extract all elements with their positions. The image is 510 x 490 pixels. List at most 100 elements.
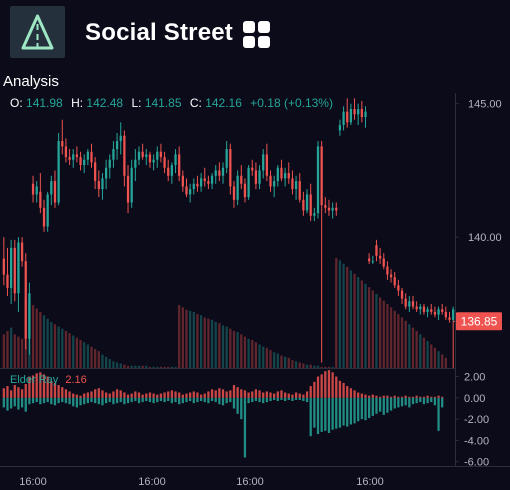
bull-power-bar bbox=[426, 395, 429, 398]
bear-power-bar bbox=[86, 397, 89, 404]
last-price-label: 136.85 bbox=[461, 314, 498, 328]
bear-power-bar bbox=[20, 397, 24, 408]
volume-bar bbox=[214, 321, 217, 368]
candle bbox=[203, 167, 206, 187]
bear-power-bar bbox=[196, 397, 199, 403]
candle bbox=[441, 303, 444, 315]
candle bbox=[57, 133, 60, 206]
grid-icon[interactable] bbox=[243, 21, 271, 49]
candle bbox=[346, 98, 349, 128]
volume-bar bbox=[126, 365, 130, 368]
candle bbox=[83, 154, 86, 174]
volume-bar bbox=[141, 365, 144, 368]
volume-bar bbox=[229, 328, 232, 368]
bull-power-bar bbox=[236, 387, 239, 398]
bull-power-bar bbox=[232, 385, 236, 398]
candle bbox=[258, 165, 261, 190]
volume-bar bbox=[415, 330, 418, 368]
candle bbox=[338, 119, 342, 136]
bear-power-bar bbox=[441, 397, 444, 408]
bull-power-bar bbox=[364, 394, 367, 398]
candle bbox=[13, 239, 16, 302]
low-label: L: bbox=[131, 96, 142, 110]
candle bbox=[444, 306, 447, 320]
bear-power-bar bbox=[199, 397, 203, 402]
volume-bar bbox=[316, 365, 320, 368]
chart-axes bbox=[0, 93, 510, 467]
candle bbox=[134, 149, 137, 182]
bull-power-bar bbox=[35, 373, 38, 398]
bull-power-bar bbox=[50, 380, 53, 398]
volume-bar bbox=[156, 366, 159, 368]
candle bbox=[50, 175, 53, 206]
candle bbox=[192, 178, 195, 195]
bull-power-bar bbox=[163, 392, 166, 398]
bull-power-bar bbox=[225, 391, 228, 398]
bear-power-bar bbox=[126, 397, 130, 404]
bull-power-bar bbox=[28, 376, 31, 398]
logo[interactable] bbox=[10, 6, 65, 58]
bear-power-bar bbox=[247, 397, 250, 404]
axis-labels: 145.00 140.00 2.00 0.00 -2.00 -4.00 -6.00 16:00… bbox=[19, 99, 502, 488]
bear-power-bar bbox=[137, 397, 141, 404]
volume-bar bbox=[419, 334, 422, 368]
volume-bar bbox=[338, 260, 342, 368]
bull-power-bar bbox=[415, 395, 418, 398]
bear-power-bar bbox=[189, 397, 192, 402]
bear-power-bar bbox=[305, 397, 309, 403]
bull-power-bar bbox=[199, 394, 203, 398]
candle bbox=[20, 237, 24, 267]
bear-power-bar bbox=[382, 397, 385, 415]
bull-power-bar bbox=[75, 394, 79, 398]
volume-bar bbox=[50, 321, 53, 368]
candle bbox=[137, 146, 141, 166]
volume-bar bbox=[397, 314, 400, 368]
candle bbox=[210, 173, 214, 190]
close-label: C: bbox=[189, 96, 202, 110]
bear-power-bar bbox=[130, 397, 133, 403]
bear-power-bar bbox=[251, 397, 254, 403]
volume-bar bbox=[346, 266, 349, 368]
volume-bar bbox=[83, 342, 86, 368]
bull-power-bar bbox=[68, 391, 71, 398]
bear-power-bar bbox=[254, 397, 258, 402]
candle bbox=[287, 162, 290, 184]
bull-power-bar bbox=[254, 389, 258, 398]
candle bbox=[316, 141, 320, 219]
bear-power-bar bbox=[119, 397, 122, 403]
volume-bar bbox=[145, 365, 148, 368]
price-tick-label: 145.00 bbox=[468, 99, 502, 111]
candle bbox=[262, 149, 265, 179]
candle bbox=[433, 306, 437, 318]
candle bbox=[221, 162, 225, 184]
bear-power-bar bbox=[265, 397, 268, 403]
candlesticks bbox=[2, 98, 455, 363]
volume-bar bbox=[86, 344, 89, 368]
bear-power-bar bbox=[335, 397, 338, 429]
volume-bar bbox=[57, 326, 60, 368]
time-tick-label: 16:00 bbox=[138, 476, 166, 488]
candle bbox=[411, 295, 415, 310]
candle bbox=[335, 202, 338, 216]
volume-bar bbox=[42, 315, 46, 368]
candle bbox=[419, 303, 422, 315]
bear-power-bar bbox=[309, 397, 312, 437]
candle bbox=[185, 178, 188, 198]
chart-title: Analysis bbox=[3, 73, 59, 90]
candle bbox=[382, 253, 385, 270]
candle bbox=[104, 159, 108, 190]
volume-bar bbox=[101, 354, 104, 368]
bear-power-bar bbox=[10, 397, 13, 409]
volume-bar bbox=[35, 308, 38, 368]
candle bbox=[64, 138, 68, 163]
bear-power-bar bbox=[35, 397, 38, 403]
bull-power-bar bbox=[152, 393, 155, 398]
bear-power-bar bbox=[313, 397, 316, 428]
bear-power-bar bbox=[294, 397, 298, 400]
bull-power-bar bbox=[126, 394, 130, 398]
bull-power-bar bbox=[247, 392, 250, 398]
bull-power-bar bbox=[335, 376, 338, 398]
volume-bar bbox=[327, 366, 331, 368]
volume-bar bbox=[53, 324, 57, 368]
